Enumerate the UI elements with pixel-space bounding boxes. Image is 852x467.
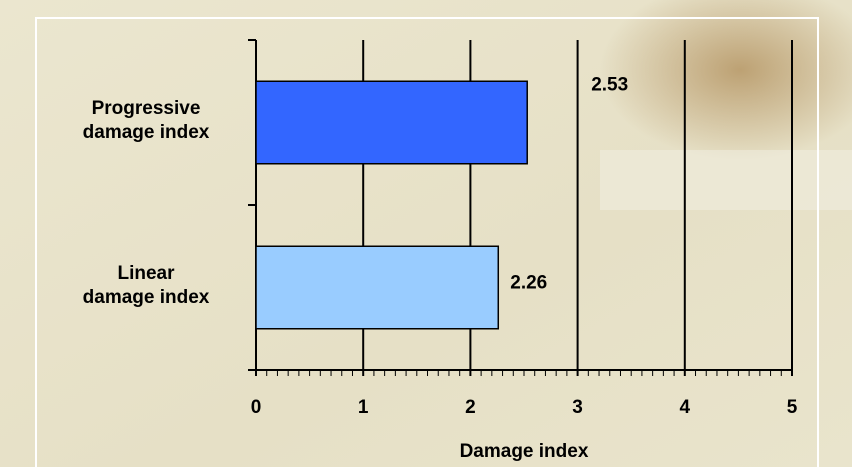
x-axis-title: Damage index — [460, 441, 589, 462]
chart-border — [35, 17, 819, 467]
bar — [255, 80, 528, 165]
x-tick-label: 5 — [787, 397, 798, 418]
x-tick-label: 3 — [572, 397, 583, 418]
value-label: 2.26 — [510, 273, 547, 294]
background-blur — [600, 0, 852, 160]
value-label: 2.53 — [591, 75, 628, 96]
x-tick-label: 2 — [465, 397, 476, 418]
category-label: Linear damage index — [82, 262, 210, 308]
bar — [255, 245, 500, 330]
x-tick-label: 4 — [680, 397, 691, 418]
x-tick-label: 0 — [251, 397, 262, 418]
background-band — [600, 150, 852, 210]
category-label: Progressive damage index — [82, 97, 210, 143]
x-tick-label: 1 — [358, 397, 369, 418]
